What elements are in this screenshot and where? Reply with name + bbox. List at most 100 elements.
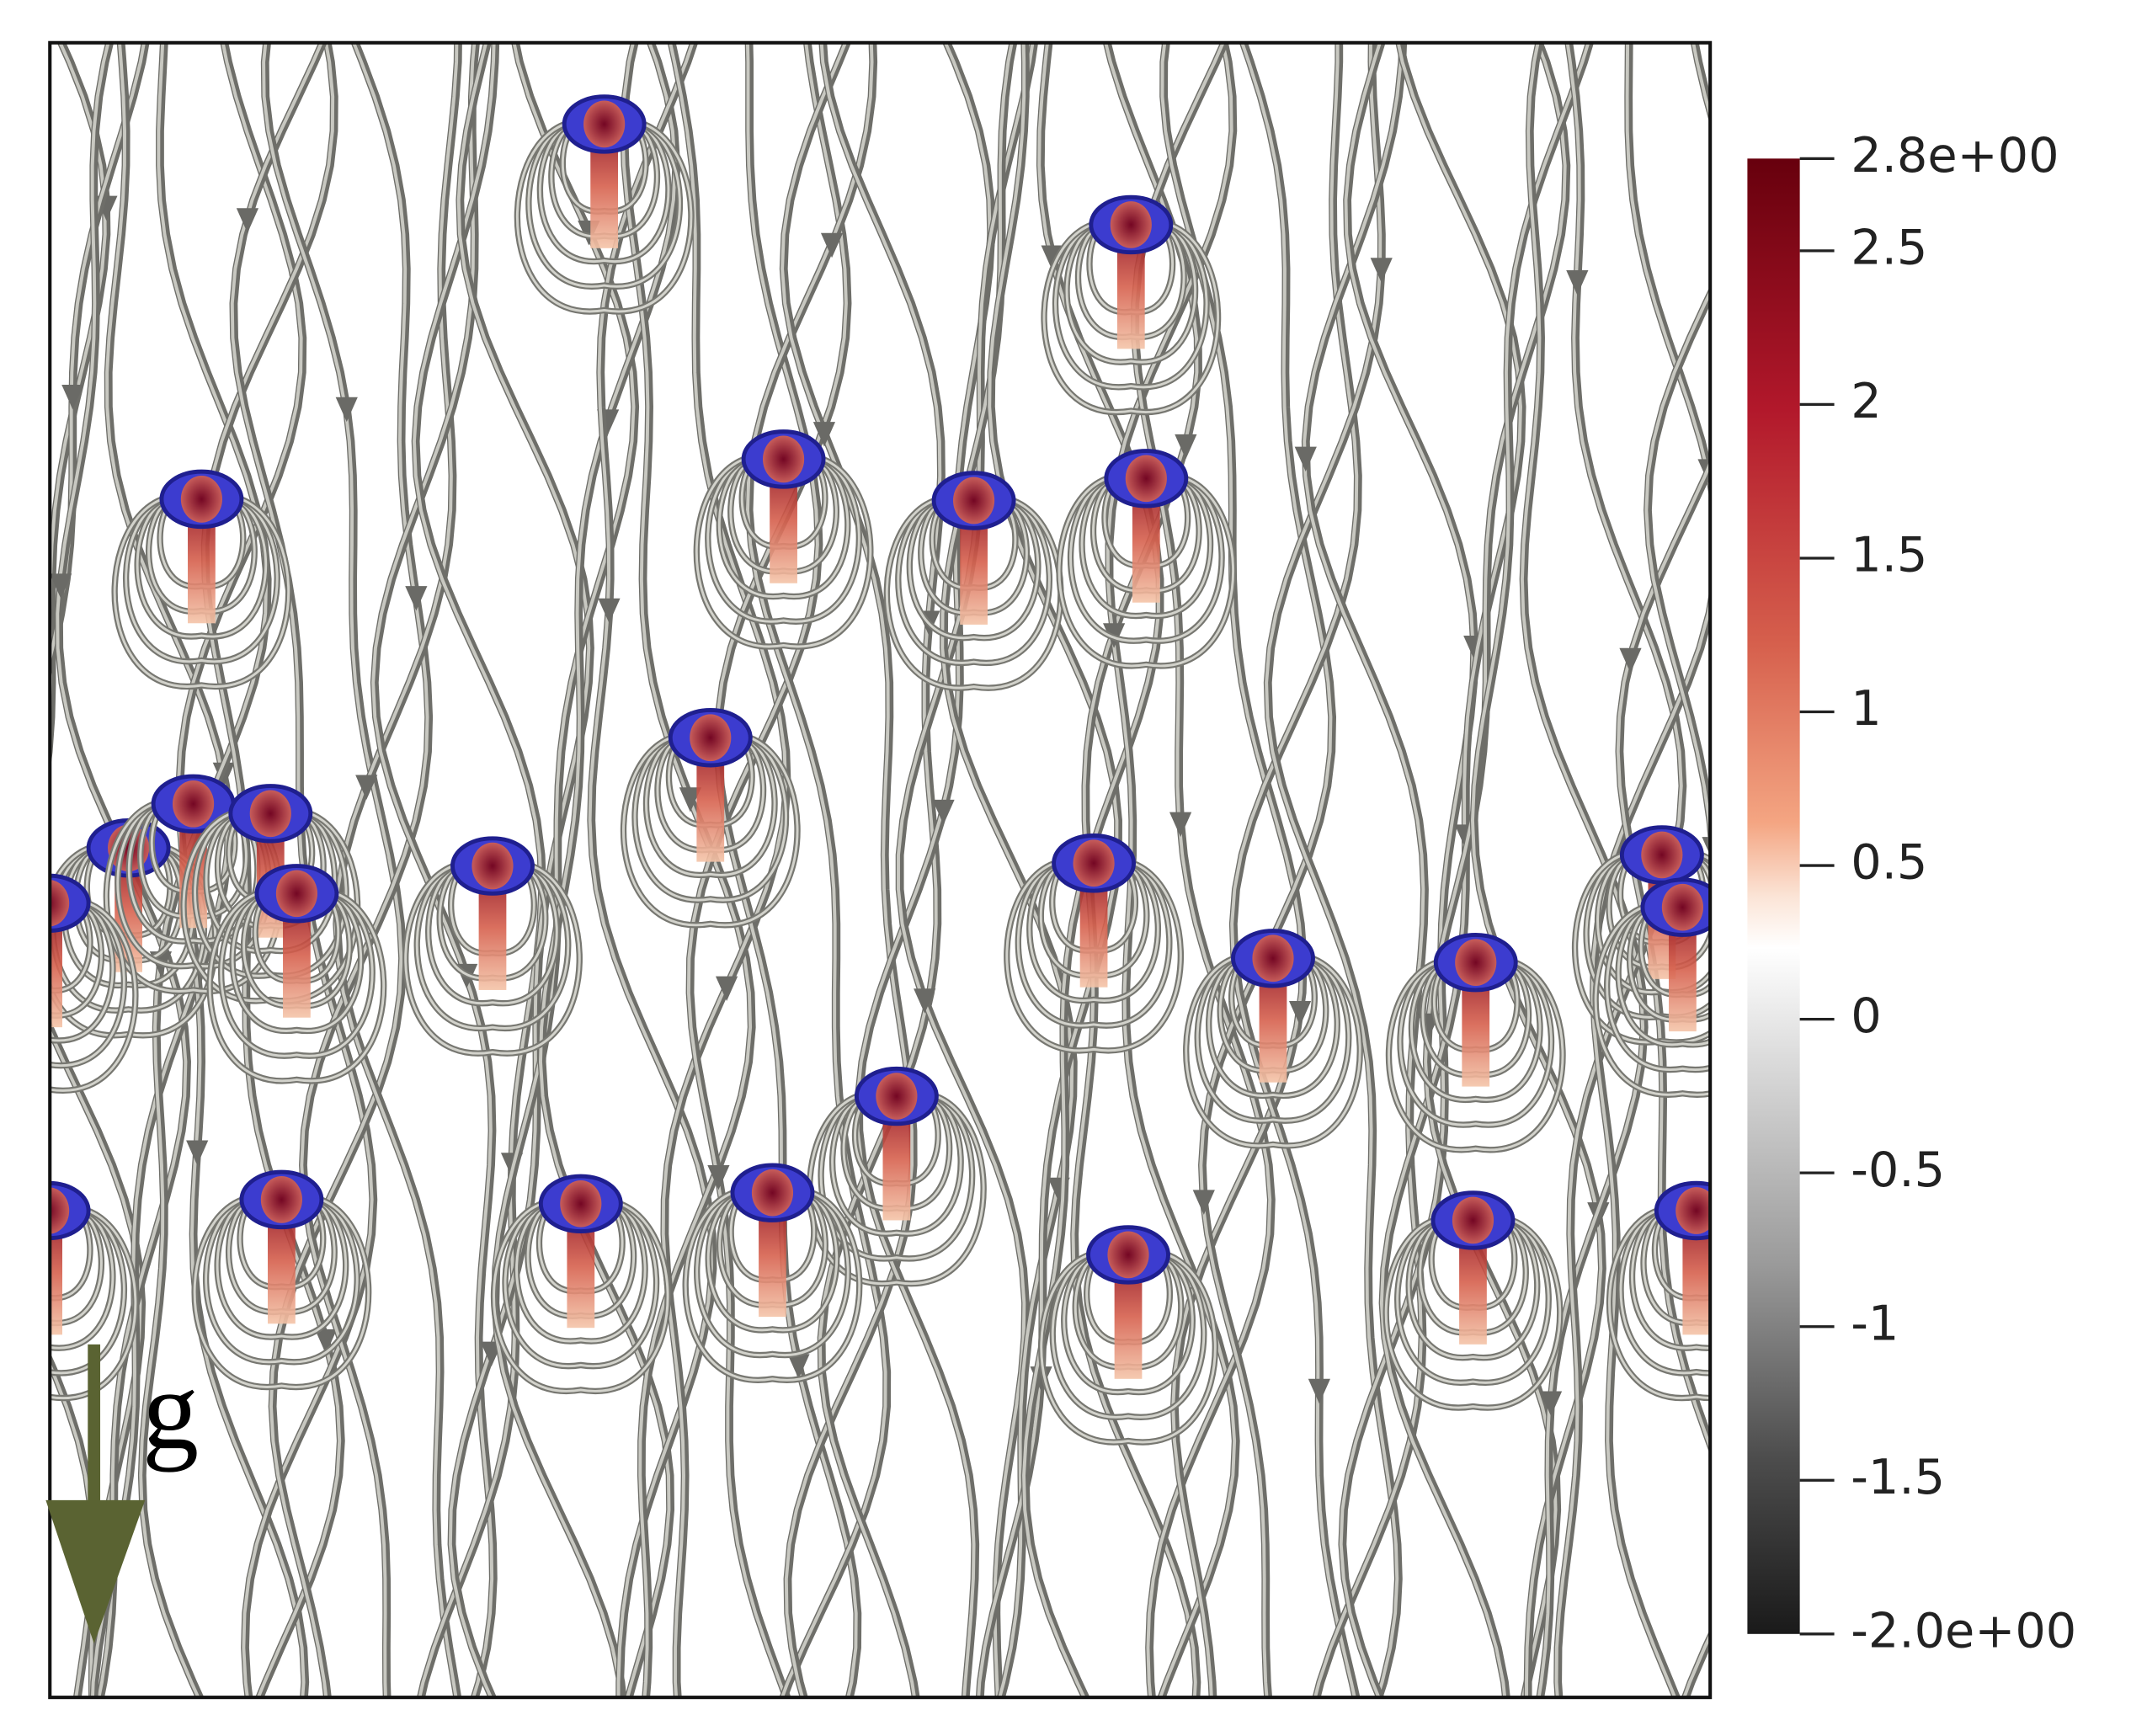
vortex-loop-highlight xyxy=(427,860,558,1005)
flow-arrow xyxy=(679,787,701,812)
bubble-core xyxy=(953,477,995,525)
flow-arrow xyxy=(1294,446,1317,472)
tick-label: -1 xyxy=(1851,1295,1899,1351)
bubble-core xyxy=(1455,939,1497,987)
vortex-loop-highlight xyxy=(136,493,268,638)
vortex-loop-highlight xyxy=(1042,220,1219,414)
vortex-loop-highlight xyxy=(216,1194,348,1339)
tick-label: 1.5 xyxy=(1851,527,1927,583)
vortex-loop-highlight xyxy=(1063,1249,1194,1394)
vortex-loop-highlight xyxy=(50,1206,125,1375)
flow-arrow xyxy=(355,775,378,800)
bubble-core xyxy=(690,714,732,762)
tick-label: 2.8e+00 xyxy=(1851,127,2059,184)
streamline xyxy=(1301,42,1429,1698)
colorbar xyxy=(1747,158,1800,1634)
flow-arrow xyxy=(61,384,84,410)
streamline-highlight xyxy=(1339,42,1475,1698)
vortex-loop-highlight xyxy=(1409,956,1542,1101)
bubble-core xyxy=(1107,1231,1149,1279)
streamline-highlight xyxy=(300,42,429,1698)
vortex-loop-highlight xyxy=(503,1198,658,1368)
vortex-loop-highlight xyxy=(1069,473,1223,642)
flow-arrow xyxy=(405,586,428,611)
flow-arrow xyxy=(1192,1190,1215,1215)
flow-arrow xyxy=(314,1329,338,1355)
bubble-core xyxy=(471,842,514,890)
bubble-core xyxy=(763,435,805,483)
vortex-loop-highlight xyxy=(1631,1205,1711,1350)
vortex-loop-highlight xyxy=(50,897,103,1017)
domain-frame xyxy=(48,40,1713,1700)
streamline-highlight xyxy=(897,42,1035,1698)
vortex-loop-highlight xyxy=(695,455,872,648)
bubble-core xyxy=(1125,455,1167,503)
tick-label: -1.5 xyxy=(1851,1449,1945,1505)
bubble-core xyxy=(275,870,317,918)
bubble-core xyxy=(560,1180,602,1227)
flow-arrow xyxy=(1702,837,1711,856)
flow-arrow xyxy=(1169,812,1192,838)
bubble-core xyxy=(876,1073,918,1120)
vortex-loop-highlight xyxy=(897,495,1051,664)
flow-arrow xyxy=(812,422,836,447)
streamline-highlight xyxy=(50,42,146,1698)
vortex-loop-highlight xyxy=(404,861,581,1055)
vortex-loop-highlight xyxy=(1384,1216,1562,1409)
bubble-core xyxy=(1252,935,1294,982)
tick-label: 2 xyxy=(1851,373,1881,429)
bubble-core xyxy=(50,1187,70,1234)
flow-arrow xyxy=(1619,647,1642,674)
vortex-loop-highlight xyxy=(50,1204,103,1324)
colorbar-ticks: 2.8e+00 2.5 2 1.5 1 0.5 0 -0.5 -1 -1.5 -2.0e+00 xyxy=(1799,127,2076,1659)
vortex-loop-highlight xyxy=(706,454,860,623)
flow-arrow xyxy=(335,397,358,423)
gravity-label: g xyxy=(142,1348,199,1473)
flow-arrow xyxy=(1566,270,1589,296)
streamline-highlight xyxy=(1471,42,1603,1698)
bubble-core xyxy=(751,1169,794,1217)
flow-arrow xyxy=(1539,1391,1563,1417)
arrow-head xyxy=(45,1499,146,1644)
vortex-loop-highlight xyxy=(1398,957,1553,1126)
vortex-loop-highlight xyxy=(50,897,125,1068)
vortex-loop-highlight xyxy=(208,889,386,1083)
vortex-loop-highlight xyxy=(1185,954,1361,1148)
vortex-loop-highlight xyxy=(808,1091,985,1286)
streamline-highlight xyxy=(1644,288,1711,1698)
vortex-loop-highlight xyxy=(220,888,374,1057)
vortex-loop-highlight xyxy=(1051,1249,1206,1419)
vortex-loop-highlight xyxy=(908,495,1040,640)
flow-arrow xyxy=(598,598,621,624)
vortex-loop-highlight xyxy=(1619,1206,1711,1375)
vortex-loop-highlight xyxy=(1028,857,1159,1002)
flow-arrow xyxy=(914,988,936,1014)
vortex-loop-highlight xyxy=(1608,1206,1711,1400)
streamline-highlight xyxy=(746,42,887,1698)
vortex-loop-highlight xyxy=(1005,859,1182,1052)
streamline-highlight xyxy=(818,42,942,1698)
bubble-core xyxy=(173,780,215,828)
vortex-loop-highlight xyxy=(50,897,115,1042)
bubble-core xyxy=(1641,831,1683,879)
streamline-highlight xyxy=(371,42,494,1698)
vortex-loop-highlight xyxy=(885,496,1063,690)
vortex-loop-highlight xyxy=(695,1187,850,1357)
flow-arrow xyxy=(715,976,738,1002)
wake-tail xyxy=(50,903,62,1028)
vortex-loop-highlight xyxy=(50,898,137,1092)
vortex-loop-highlight xyxy=(1080,472,1212,617)
flow-arrow xyxy=(820,232,844,258)
vortex-loop-highlight xyxy=(1065,219,1197,364)
flow-arrow xyxy=(236,208,259,233)
streamline-highlight xyxy=(780,42,914,1698)
vortex-loop-highlight xyxy=(1207,952,1339,1097)
vortex-loop-highlight xyxy=(538,118,670,264)
flow-arrow xyxy=(1175,434,1197,460)
vortex-loop-highlight xyxy=(1396,1215,1550,1384)
vortex-loop-highlight xyxy=(622,732,799,927)
flow-arrow xyxy=(1370,258,1393,283)
vortex-loop-highlight xyxy=(415,860,570,1030)
